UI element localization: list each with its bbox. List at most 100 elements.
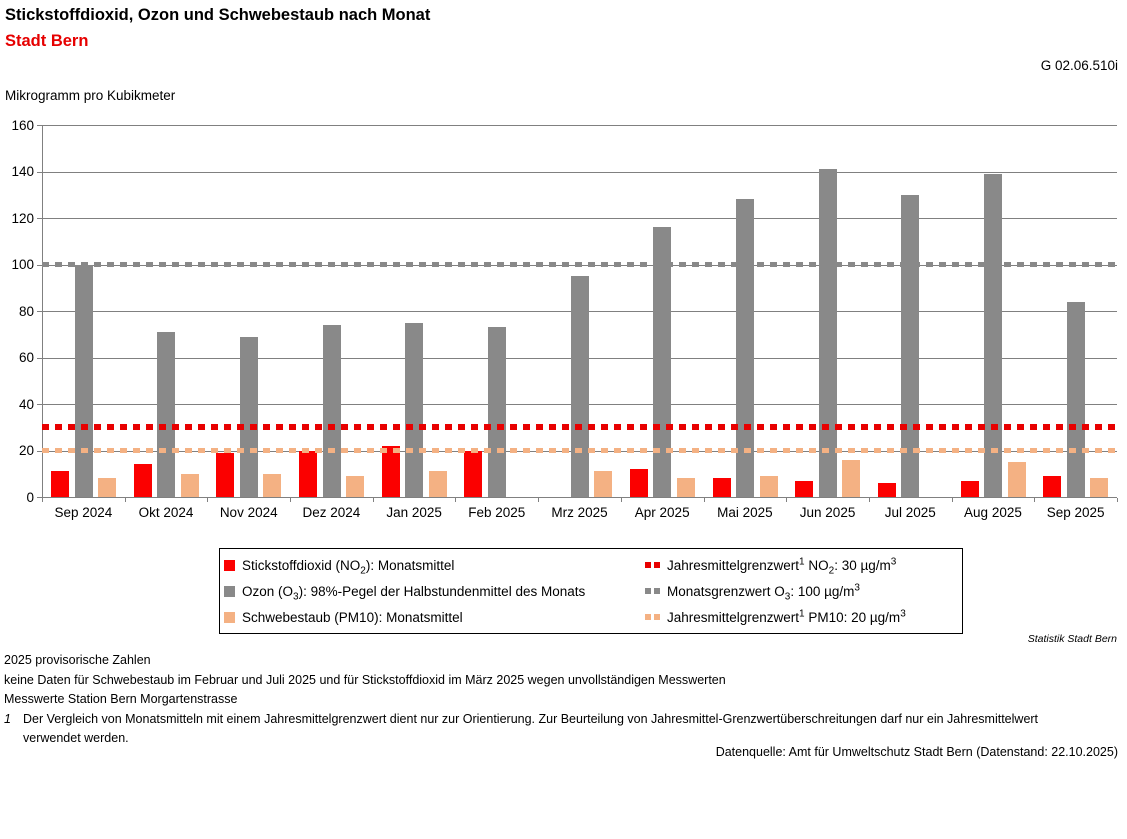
- y-axis-label: 140: [11, 164, 34, 179]
- y-axis-tick: [37, 450, 42, 452]
- note-provisional: 2025 provisorische Zahlen: [4, 653, 151, 667]
- bar-chart-plot-area: 0 20 40 60 80 100 120 140 160 Sep 2024 Okt 2024 Nov…: [0, 118, 1127, 535]
- bar-ozon-feb-2025: [487, 327, 506, 497]
- y-axis-tick: [37, 125, 42, 126]
- x-axis-label: Okt 2024: [138, 505, 194, 520]
- bar-schwebestaub-jan-2025: [428, 471, 447, 497]
- x-axis-tick: [951, 498, 953, 502]
- bar-ozon-mrz-2025: [570, 276, 589, 497]
- legend-label: Schwebestaub (PM10): Monatsmittel: [242, 609, 463, 625]
- x-axis-tick: [620, 498, 622, 502]
- x-axis-label: Aug 2025: [964, 505, 1022, 520]
- legend-item-series: Stickstoffdioxid (NO2): Monatsmittel: [224, 558, 645, 576]
- x-axis-label: Feb 2025: [468, 505, 526, 520]
- y-axis-tick: [37, 264, 42, 266]
- bar-stickstoffdioxid-jun-2025: [795, 480, 814, 497]
- bar-schwebestaub-aug-2025: [1007, 462, 1026, 497]
- bar-stickstoffdioxid-sep-2024: [51, 471, 69, 497]
- y-axis-unit-label: Mikrogramm pro Kubikmeter: [5, 88, 176, 103]
- bar-ozon-aug-2025: [984, 173, 1003, 497]
- legend-row: Ozon (O3): 98%-Pegel der Halbstundenmitt…: [224, 578, 962, 604]
- chart-title: Stickstoffdioxid, Ozon und Schwebestaub …: [5, 6, 431, 24]
- chart-subtitle: Stadt Bern: [5, 32, 89, 50]
- x-axis-label: Sep 2024: [54, 505, 113, 520]
- bar-stickstoffdioxid-feb-2025: [464, 450, 483, 497]
- footnotes: 2025 provisorische Zahlen keine Daten fü…: [4, 651, 1122, 749]
- legend-label: Ozon (O3): 98%-Pegel der Halbstundenmitt…: [242, 583, 586, 603]
- bar-stickstoffdioxid-jan-2025: [381, 445, 400, 497]
- bar-schwebestaub-mrz-2025: [594, 471, 613, 497]
- gridline-y-160: [42, 125, 1117, 126]
- y-axis-line: [42, 125, 43, 498]
- y-axis-label: 60: [18, 350, 34, 365]
- bar-stickstoffdioxid-apr-2025: [629, 469, 648, 497]
- y-axis-label: 160: [11, 117, 34, 133]
- bar-schwebestaub-jun-2025: [842, 459, 861, 497]
- note-station: Messwerte Station Bern Morgartenstrasse: [4, 692, 238, 706]
- x-axis-label: Jul 2025: [884, 505, 936, 520]
- bar-ozon-mai-2025: [736, 199, 755, 497]
- legend-color-swatch: [224, 611, 235, 623]
- x-axis-tick: [42, 498, 43, 502]
- bar-ozon-nov-2024: [239, 336, 258, 497]
- x-axis-label: Mrz 2025: [551, 505, 608, 520]
- bar-stickstoffdioxid-sep-2025: [1043, 476, 1062, 497]
- data-source: Datenquelle: Amt für Umweltschutz Stadt …: [715, 745, 1118, 759]
- bar-ozon-jul-2025: [901, 194, 920, 497]
- y-axis-label: 100: [11, 257, 34, 272]
- x-axis-tick: [290, 498, 292, 502]
- bar-stickstoffdioxid-dez-2024: [299, 450, 318, 497]
- x-axis-label: Jan 2025: [386, 505, 442, 520]
- x-axis-tick: [786, 498, 788, 502]
- x-axis-label: Nov 2024: [219, 505, 278, 520]
- bar-schwebestaub-sep-2025: [1090, 478, 1109, 497]
- x-axis-tick: [868, 498, 870, 502]
- x-axis-label: Dez 2024: [302, 505, 361, 520]
- reference-line-30: [42, 424, 1117, 431]
- bar-stickstoffdioxid-okt-2024: [133, 464, 152, 497]
- x-axis-tick: [1034, 498, 1036, 502]
- y-axis-tick: [37, 404, 42, 405]
- y-axis-label: 0: [26, 489, 34, 505]
- bar-schwebestaub-dez-2024: [346, 476, 365, 497]
- graph-reference-code: G 02.06.510i: [1040, 58, 1118, 73]
- x-axis-tick: [703, 498, 705, 502]
- bar-schwebestaub-okt-2024: [180, 473, 199, 497]
- x-axis-tick: [207, 498, 209, 502]
- y-axis-label: 20: [18, 443, 34, 458]
- y-axis-label: 120: [11, 210, 34, 226]
- legend-dash-swatch: [645, 562, 660, 568]
- reference-line-20: [42, 448, 1117, 453]
- bar-ozon-sep-2025: [1066, 301, 1085, 497]
- footnote-1-text: Der Vergleich von Monatsmitteln mit eine…: [23, 711, 1039, 746]
- y-axis-label: 40: [18, 396, 34, 412]
- attribution: Statistik Stadt Bern: [1027, 633, 1117, 645]
- footnote-1-marker: 1: [4, 711, 11, 726]
- legend-dash-swatch: [645, 588, 660, 594]
- bar-stickstoffdioxid-mai-2025: [712, 478, 731, 497]
- bar-schwebestaub-sep-2024: [98, 478, 116, 497]
- legend-item-reference-line: Monatsgrenzwert O3: 100 µg/m3: [645, 583, 860, 602]
- bar-stickstoffdioxid-aug-2025: [960, 480, 979, 497]
- gridline-y-0: [42, 497, 1117, 498]
- x-axis-tick: [124, 498, 126, 502]
- bar-ozon-sep-2024: [74, 264, 93, 497]
- bar-ozon-dez-2024: [322, 324, 341, 497]
- x-axis-tick: [538, 498, 540, 502]
- x-axis-label: Jun 2025: [799, 505, 856, 520]
- bar-ozon-jun-2025: [818, 169, 837, 497]
- reference-line-100: [42, 262, 1117, 267]
- chart-legend: Stickstoffdioxid (NO2): Monatsmittel Jahr…: [219, 548, 963, 634]
- bar-stickstoffdioxid-nov-2024: [216, 452, 235, 497]
- legend-item-series: Schwebestaub (PM10): Monatsmittel: [224, 610, 645, 625]
- legend-item-reference-line: Jahresmittelgrenzwert1 NO2: 30 µg/m3: [645, 556, 897, 577]
- x-axis-label: Mai 2025: [717, 505, 773, 520]
- x-axis-label: Apr 2025: [634, 505, 690, 520]
- bar-stickstoffdioxid-jul-2025: [877, 483, 896, 497]
- legend-label: Jahresmittelgrenzwert1 NO2: 30 µg/m3: [667, 556, 897, 577]
- y-axis-label: 80: [18, 303, 34, 319]
- legend-color-swatch: [224, 585, 235, 597]
- legend-row: Schwebestaub (PM10): Monatsmittel Jahresm…: [224, 604, 962, 630]
- x-axis-label: Sep 2025: [1046, 505, 1105, 520]
- legend-row: Stickstoffdioxid (NO2): Monatsmittel Jahr…: [224, 552, 962, 578]
